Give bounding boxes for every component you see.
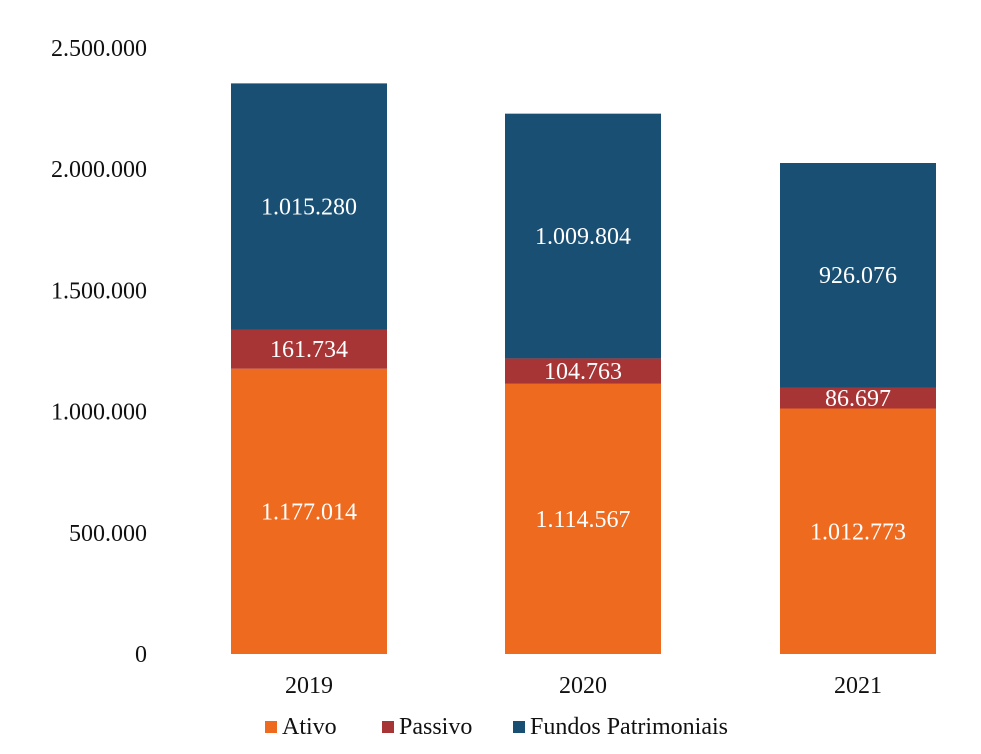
legend-swatch bbox=[513, 721, 525, 733]
bar-segment-ativo-2021 bbox=[780, 408, 936, 654]
y-tick-label: 0 bbox=[135, 642, 147, 668]
x-axis-category-labels: 2019 2020 2021 bbox=[285, 673, 882, 699]
bar-segment-fundos-patrimoniais-2019 bbox=[231, 83, 387, 330]
legend-label: Fundos Patrimoniais bbox=[530, 714, 728, 740]
bar-segment-ativo-2020 bbox=[505, 383, 661, 654]
x-tick-label: 2020 bbox=[559, 673, 607, 699]
bar-segment-passivo-2019 bbox=[231, 329, 387, 369]
y-axis-tick-labels: 0 500.000 1.000.000 1.500.000 2.000.000 2.500… bbox=[51, 36, 147, 668]
y-tick-label: 2.500.000 bbox=[51, 36, 147, 62]
data-label: 1.114.567 bbox=[535, 507, 630, 533]
y-tick-label: 2.000.000 bbox=[51, 157, 147, 183]
data-label: 161.734 bbox=[270, 337, 348, 363]
legend-swatch bbox=[265, 721, 277, 733]
data-label: 1.015.280 bbox=[261, 194, 357, 220]
data-label: 1.009.804 bbox=[535, 224, 631, 250]
bar-segment-fundos-patrimoniais-2020 bbox=[505, 113, 661, 359]
bar-segment-ativo-2019 bbox=[231, 368, 387, 654]
bar-segment-fundos-patrimoniais-2021 bbox=[780, 163, 936, 388]
data-label: 1.012.773 bbox=[810, 519, 906, 545]
y-tick-label: 1.000.000 bbox=[51, 400, 147, 426]
legend-label: Ativo bbox=[282, 714, 337, 740]
x-tick-label: 2019 bbox=[285, 673, 333, 699]
data-label: 926.076 bbox=[819, 263, 897, 289]
bar-stacks bbox=[231, 83, 936, 654]
legend: Ativo Passivo Fundos Patrimoniais bbox=[265, 714, 728, 740]
data-labels: 1.177.014 161.734 1.015.280 1.114.567 104.76… bbox=[261, 194, 906, 545]
y-tick-label: 1.500.000 bbox=[51, 278, 147, 304]
legend-label: Passivo bbox=[399, 714, 472, 740]
legend-swatch bbox=[382, 721, 394, 733]
data-label: 1.177.014 bbox=[261, 499, 357, 525]
bar-segment-passivo-2020 bbox=[505, 358, 661, 384]
y-tick-label: 500.000 bbox=[69, 521, 147, 547]
x-tick-label: 2021 bbox=[834, 673, 882, 699]
data-label: 86.697 bbox=[825, 386, 891, 412]
bar-segment-passivo-2021 bbox=[780, 387, 936, 409]
data-label: 104.763 bbox=[544, 359, 622, 385]
